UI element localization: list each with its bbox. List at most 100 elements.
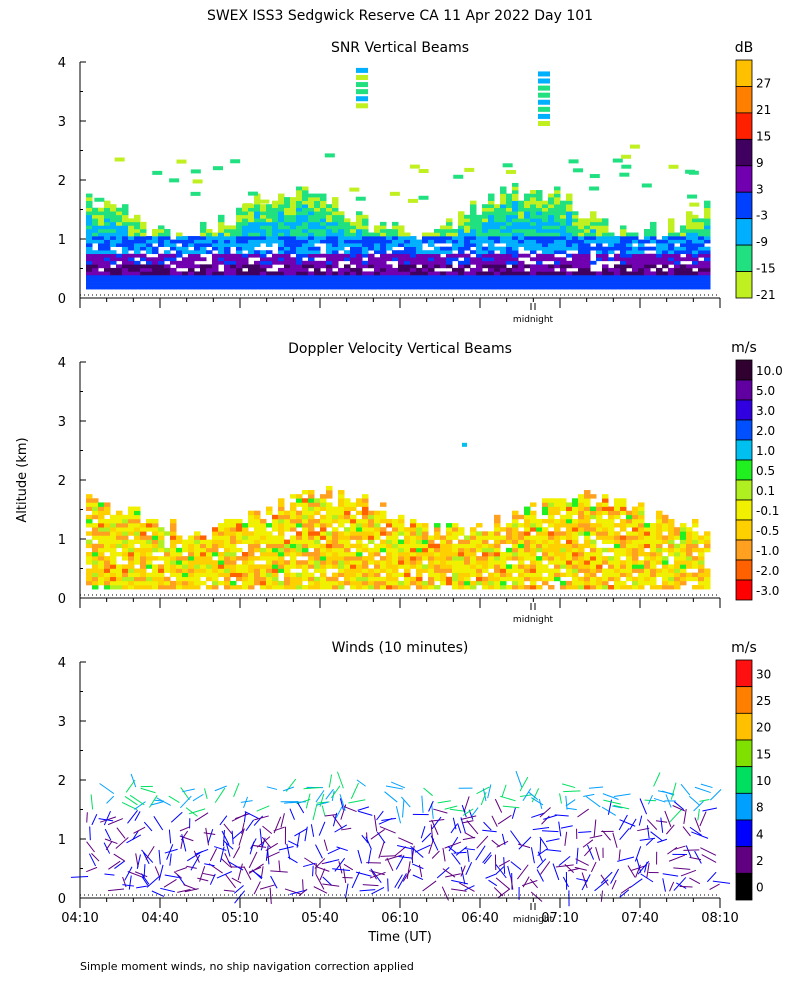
velocity-cell <box>98 547 105 553</box>
snr-cell <box>134 214 141 219</box>
velocity-cell <box>674 576 681 582</box>
snr-cell <box>686 225 693 230</box>
velocity-cell <box>452 568 459 573</box>
snr-cell <box>482 274 489 279</box>
snr-cell <box>314 225 321 230</box>
snr-cell <box>626 285 633 290</box>
snr-cell <box>560 207 567 212</box>
snr-cell <box>692 232 699 237</box>
velocity-cell <box>416 539 423 545</box>
velocity-cell <box>260 527 267 532</box>
wind-barb <box>495 877 511 890</box>
snr-cell <box>98 253 105 258</box>
colorbar-label: 8 <box>756 801 764 815</box>
velocity-cell <box>566 543 573 549</box>
snr-cell <box>254 250 261 255</box>
wind-barb <box>491 839 500 848</box>
velocity-cell <box>242 568 249 573</box>
snr-cell <box>92 236 99 240</box>
velocity-cell <box>524 506 531 511</box>
wind-barb <box>574 866 587 871</box>
velocity-cell <box>692 576 699 582</box>
velocity-cell <box>308 527 315 532</box>
velocity-cell <box>278 539 285 545</box>
velocity-cell <box>422 523 429 528</box>
snr-cell <box>116 225 123 230</box>
snr-cell <box>530 207 537 212</box>
velocity-cell <box>566 585 573 590</box>
snr-cell <box>290 221 297 226</box>
velocity-cell <box>554 527 561 532</box>
velocity-cell <box>332 580 339 586</box>
snr-cell <box>488 207 495 212</box>
wind-barb <box>122 884 135 887</box>
colorbar-swatch <box>735 659 753 688</box>
snr-cell <box>104 239 111 244</box>
snr-cell <box>356 232 363 237</box>
snr-cell <box>518 264 525 269</box>
snr-cell <box>200 246 207 251</box>
wind-barb <box>114 860 126 869</box>
snr-cell <box>266 285 273 290</box>
velocity-cell <box>638 514 645 520</box>
wind-barb <box>357 806 370 811</box>
velocity-cell <box>170 564 177 569</box>
snr-cell <box>512 225 519 230</box>
snr-cell <box>650 260 657 265</box>
colorbar-swatch <box>735 112 753 140</box>
snr-cell <box>500 186 507 191</box>
snr-cell <box>92 274 99 279</box>
snr-cell <box>356 278 363 283</box>
snr-cell <box>632 257 639 262</box>
velocity-cell <box>254 539 261 545</box>
wind-barb <box>433 808 448 814</box>
velocity-cell <box>266 506 273 511</box>
snr-cell <box>284 204 291 209</box>
wind-barb <box>185 807 198 817</box>
snr-cell <box>524 243 531 247</box>
wind-barb <box>545 838 560 842</box>
snr-cell <box>470 221 477 226</box>
wind-barb <box>653 797 666 803</box>
velocity-cell <box>506 539 513 545</box>
snr-cell <box>440 285 447 290</box>
snr-cell <box>302 274 309 279</box>
snr-cell <box>398 264 405 269</box>
snr-cell <box>560 246 567 251</box>
snr-cell <box>320 225 327 230</box>
snr-cell <box>446 246 453 251</box>
snr-cell <box>572 211 579 216</box>
snr-cell <box>338 278 345 283</box>
snr-cell <box>332 274 339 279</box>
snr-cell <box>680 250 687 255</box>
velocity-cell <box>440 572 447 578</box>
snr-cell <box>278 200 285 205</box>
wind-barb <box>88 853 97 867</box>
snr-cell <box>506 260 513 265</box>
velocity-cell <box>224 560 231 565</box>
snr-cell <box>536 278 543 283</box>
snr-cell <box>212 260 219 265</box>
velocity-cell <box>584 551 591 557</box>
snr-cell <box>512 193 519 198</box>
snr-cell <box>122 253 129 258</box>
snr-cell <box>368 278 375 283</box>
velocity-cell <box>362 506 369 511</box>
snr-cell <box>332 271 339 276</box>
velocity-cell <box>446 564 453 569</box>
velocity-cell <box>128 506 135 511</box>
wind-barb <box>318 821 326 836</box>
colorbar-label: 15 <box>756 747 771 761</box>
wind-barb <box>180 838 184 849</box>
snr-cell <box>260 204 267 209</box>
snr-cell <box>524 211 531 216</box>
snr-cell <box>176 271 183 276</box>
wind-barb <box>106 795 115 804</box>
snr-cell <box>410 236 417 240</box>
snr-cell <box>314 221 321 226</box>
snr-cell <box>512 211 519 216</box>
velocity-cell <box>680 556 687 561</box>
snr-cell <box>272 278 279 283</box>
snr-cell <box>470 200 477 205</box>
wind-barb <box>253 881 261 895</box>
